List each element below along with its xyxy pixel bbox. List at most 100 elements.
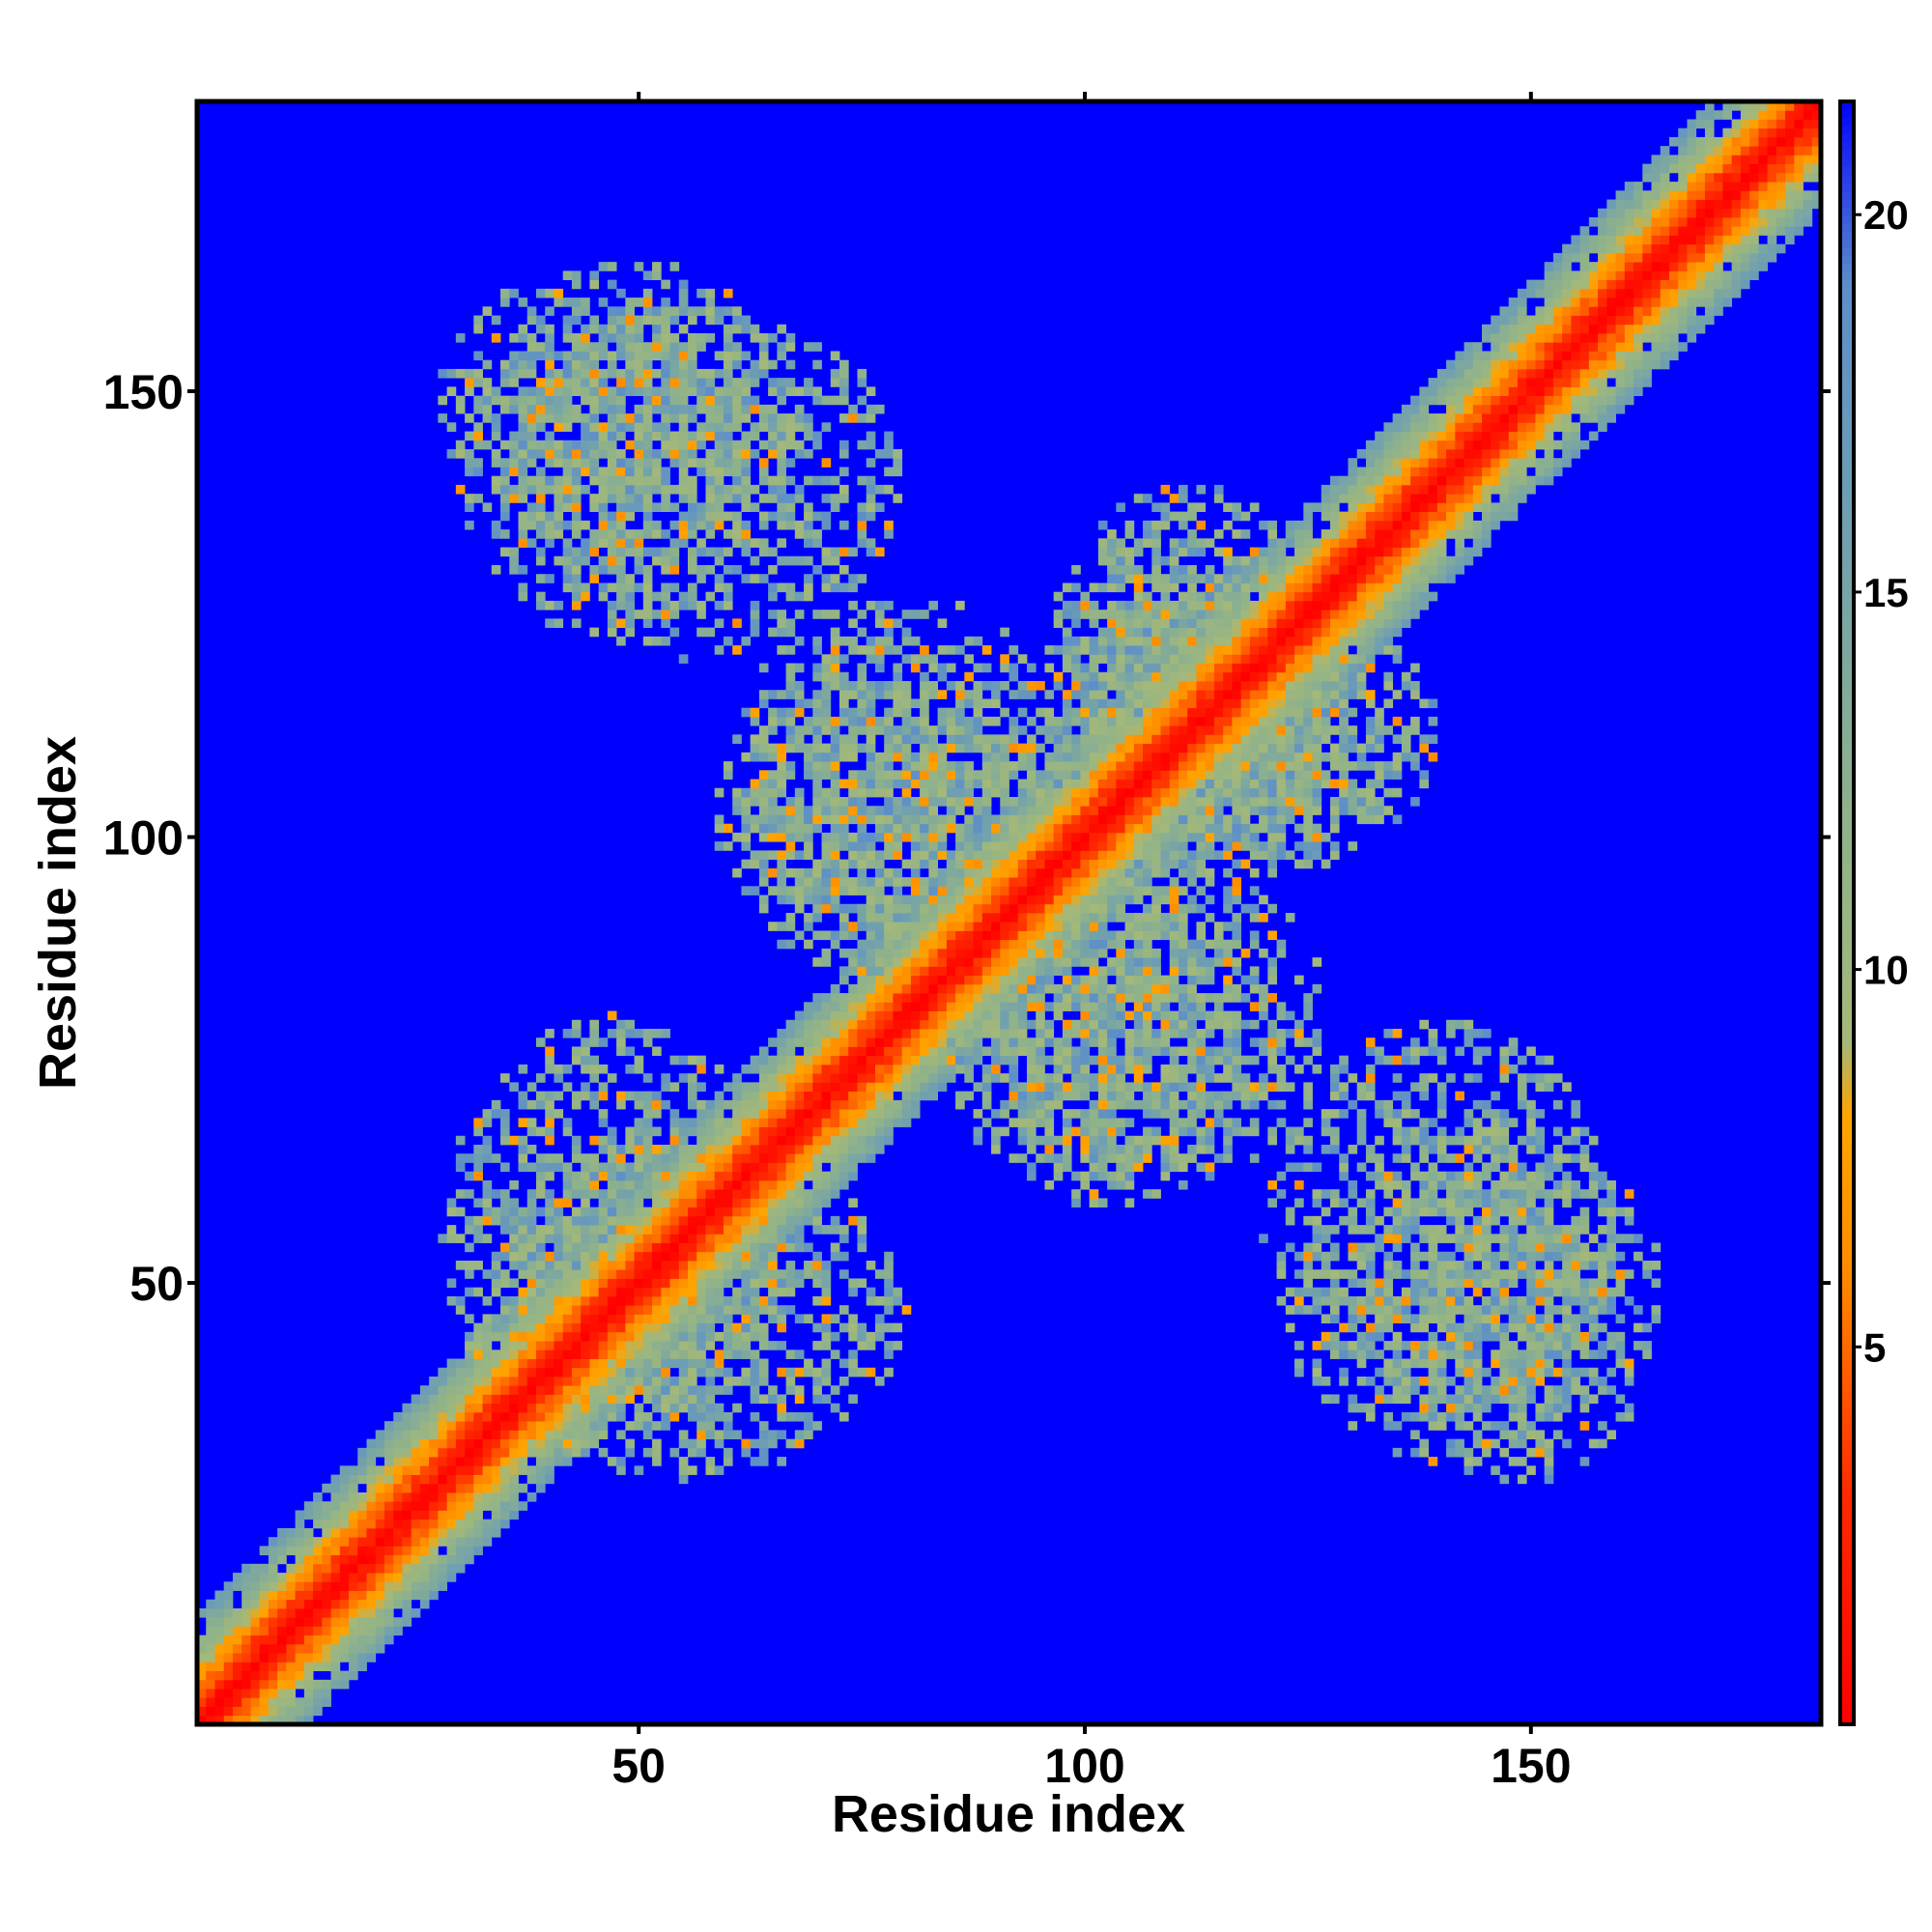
heatmap-cell — [874, 1046, 885, 1057]
heatmap-cell — [1062, 850, 1072, 861]
heatmap-cell — [884, 1278, 894, 1289]
heatmap-cell — [1491, 1162, 1500, 1173]
heatmap-cell — [1482, 1305, 1492, 1315]
heatmap-cell — [1410, 1411, 1420, 1422]
heatmap-cell — [616, 1350, 626, 1359]
heatmap-cell — [1097, 886, 1108, 895]
heatmap-cell — [1187, 966, 1197, 977]
heatmap-cell — [1187, 1099, 1197, 1110]
heatmap-cell — [1348, 1341, 1358, 1350]
heatmap-cell — [874, 922, 885, 931]
heatmap-cell — [1508, 1385, 1519, 1395]
heatmap-cell — [1080, 1091, 1091, 1101]
heatmap-cell — [732, 1215, 742, 1226]
heatmap-cell — [1080, 1029, 1091, 1038]
heatmap-cell — [616, 1189, 626, 1199]
heatmap-cell — [1544, 1242, 1554, 1253]
heatmap-cell — [1036, 877, 1045, 887]
heatmap-cell — [1588, 1438, 1599, 1449]
heatmap-cell — [1196, 1126, 1207, 1137]
heatmap-cell — [465, 1430, 474, 1440]
heatmap-cell — [1348, 1242, 1358, 1253]
heatmap-cell — [1428, 1135, 1438, 1146]
heatmap-cell — [661, 1278, 670, 1289]
heatmap-cell — [777, 939, 786, 950]
heatmap-cell — [777, 1411, 786, 1422]
heatmap-cell — [1544, 1350, 1554, 1359]
heatmap-cell — [1267, 930, 1277, 941]
heatmap-cell — [884, 1287, 894, 1297]
heatmap-cell — [1178, 1064, 1188, 1074]
heatmap-cell — [1071, 886, 1081, 895]
heatmap-cell — [955, 832, 965, 842]
heatmap-cell — [821, 1145, 832, 1154]
heatmap-cell — [562, 1287, 573, 1297]
heatmap-cell — [1535, 1234, 1546, 1243]
heatmap-cell — [1160, 983, 1171, 994]
heatmap-cell — [750, 1242, 760, 1253]
heatmap-cell — [1339, 1269, 1349, 1279]
heatmap-cell — [330, 1599, 341, 1609]
heatmap-cell — [1401, 1198, 1411, 1208]
heatmap-cell — [1446, 1305, 1456, 1315]
heatmap-cell — [678, 1385, 689, 1395]
heatmap-cell — [1133, 1153, 1144, 1163]
heatmap-cell — [384, 1465, 394, 1475]
heatmap-cell — [242, 1626, 251, 1636]
heatmap-cell — [1526, 1350, 1536, 1359]
heatmap-cell — [1312, 850, 1322, 861]
heatmap-cell — [322, 1617, 331, 1627]
heatmap-cell — [393, 1510, 403, 1520]
heatmap-cell — [732, 1189, 742, 1199]
heatmap-cell — [804, 922, 813, 931]
heatmap-cell — [1446, 1207, 1456, 1217]
heatmap-cell — [1249, 983, 1260, 994]
heatmap-cell — [884, 1064, 894, 1074]
heatmap-cell — [768, 1171, 778, 1181]
heatmap-cell — [1160, 930, 1171, 941]
heatmap-cell — [857, 1109, 867, 1119]
heatmap-cell — [946, 1002, 956, 1011]
heatmap-cell — [768, 1091, 778, 1101]
heatmap-cell — [1267, 966, 1277, 977]
heatmap-cell — [1232, 1126, 1242, 1137]
heatmap-cell — [581, 1046, 590, 1057]
heatmap-cell — [857, 1145, 867, 1154]
heatmap-cell — [1017, 922, 1028, 931]
heatmap-cell — [785, 1261, 796, 1270]
heatmap-cell — [491, 1109, 501, 1119]
heatmap-cell — [1436, 1099, 1447, 1110]
heatmap-cell — [705, 1430, 716, 1440]
heatmap-cell — [616, 1198, 626, 1208]
heatmap-cell — [696, 1287, 706, 1297]
heatmap-cell — [1169, 1082, 1179, 1093]
heatmap-cell — [491, 1099, 501, 1110]
heatmap-cell — [1499, 1046, 1510, 1057]
heatmap-cell — [1267, 1135, 1277, 1146]
heatmap-cell — [1491, 1465, 1500, 1475]
heatmap-cell — [768, 1287, 778, 1297]
heatmap-cell — [1401, 1099, 1411, 1110]
heatmap-cell — [1097, 1037, 1108, 1047]
heatmap-cell — [589, 1411, 600, 1422]
heatmap-cell — [785, 1234, 796, 1243]
heatmap-cell — [1365, 1189, 1376, 1199]
heatmap-cell — [1562, 1225, 1572, 1235]
heatmap-cell — [491, 1501, 501, 1511]
heatmap-cell — [571, 1189, 582, 1199]
heatmap-cell — [1276, 1029, 1287, 1038]
heatmap-cell — [946, 922, 956, 931]
heatmap-cell — [339, 1465, 350, 1475]
heatmap-cell — [268, 1697, 278, 1707]
heatmap-cell — [1544, 1198, 1554, 1208]
heatmap-cell — [741, 1314, 752, 1324]
heatmap-cell — [777, 1046, 786, 1057]
heatmap-cell — [714, 1403, 724, 1413]
heatmap-cell — [857, 1055, 867, 1065]
heatmap-cell — [1205, 966, 1215, 977]
heatmap-cell — [1107, 993, 1117, 1003]
heatmap-cell — [589, 1438, 600, 1449]
heatmap-cell — [821, 1046, 832, 1057]
heatmap-cell — [1062, 1135, 1072, 1146]
heatmap-cell — [366, 1492, 377, 1502]
